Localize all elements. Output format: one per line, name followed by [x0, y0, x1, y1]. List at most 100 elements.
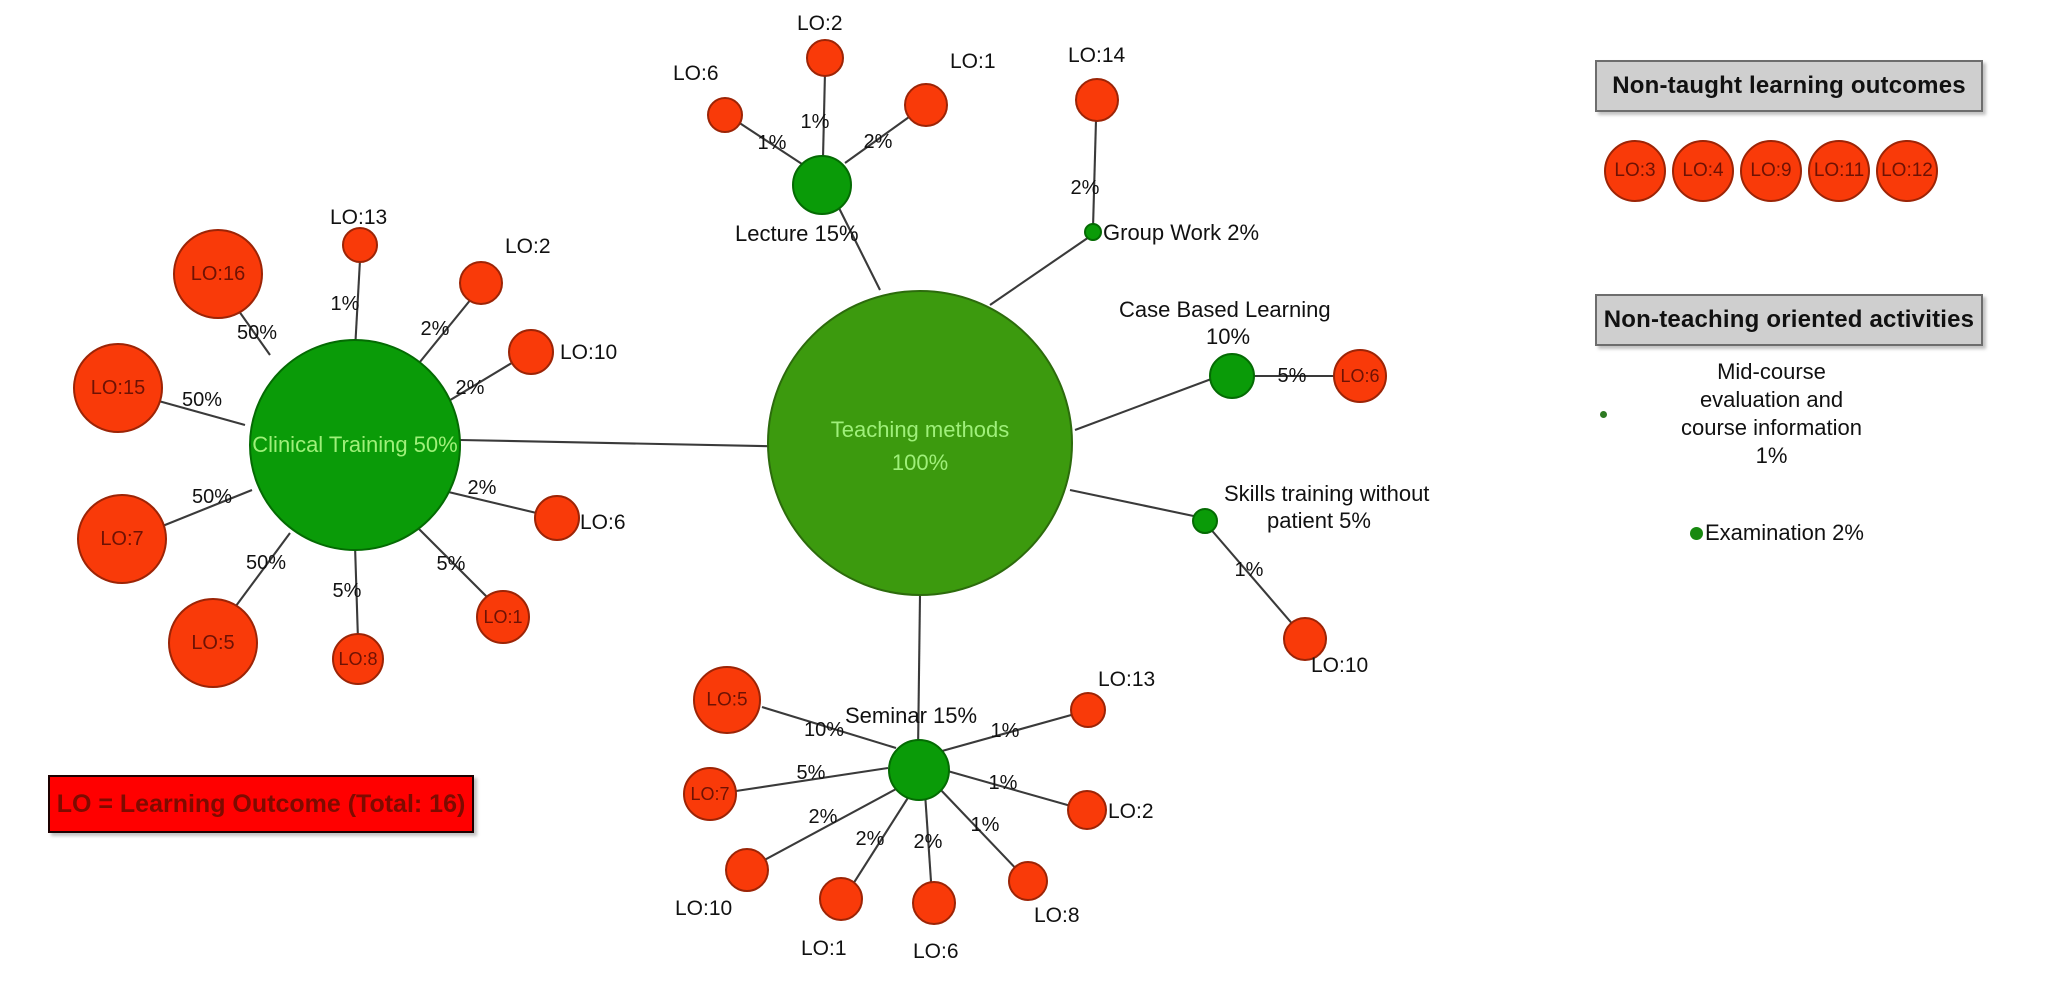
- label-clinical-lo10: LO:10: [560, 341, 617, 364]
- pct-lecture-lo2: 1%: [801, 111, 830, 133]
- lo16-circle[interactable]: [173, 229, 263, 319]
- skills-training-circle[interactable]: [1192, 508, 1218, 534]
- skills-edges: [1207, 525, 1296, 628]
- legend-mid-course-item[interactable]: Mid-course evaluation and course informa…: [1600, 358, 1930, 471]
- leaf-seminar-lo8[interactable]: [1008, 861, 1048, 901]
- seminar-lo13-circle[interactable]: [1070, 692, 1106, 728]
- leaf-clinical-lo8[interactable]: LO:8: [332, 633, 384, 685]
- pct-clinical-lo15: 50%: [182, 389, 222, 411]
- node-case-based-learning[interactable]: Case Based Learning 10%: [1119, 297, 1331, 399]
- leaf-clinical-lo10[interactable]: [508, 329, 554, 375]
- lecture-lo2-circle[interactable]: [806, 39, 844, 77]
- seminar-lo8-circle[interactable]: [1008, 861, 1048, 901]
- pct-seminar-lo13: 1%: [991, 720, 1020, 742]
- tiny-green-dot-icon: [1600, 410, 1607, 418]
- edge-clinical-lo7: [159, 489, 253, 528]
- pct-clinical-lo7: 50%: [192, 486, 232, 508]
- leaf-clinical-lo7[interactable]: LO:7: [77, 494, 167, 584]
- clinical-leaves: LO:16 LO:15 LO:7 LO:5: [73, 227, 580, 688]
- legend-lo-3[interactable]: LO:3: [1604, 140, 1666, 202]
- lo10-circle[interactable]: [508, 329, 554, 375]
- leaf-clinical-lo16[interactable]: LO:16: [173, 229, 263, 319]
- edge-seminar-lo8: [937, 786, 1023, 876]
- lecture-lo6-circle[interactable]: [707, 97, 743, 133]
- seminar-lo10-circle[interactable]: [725, 848, 769, 892]
- leaf-seminar-lo10[interactable]: [725, 848, 769, 892]
- legend-lo-11[interactable]: LO:11: [1808, 140, 1870, 202]
- seminar-lo7-circle[interactable]: [683, 767, 737, 821]
- lo-definition-key-box: LO = Learning Outcome (Total: 16): [48, 775, 474, 833]
- leaf-skills-lo10[interactable]: [1283, 617, 1327, 661]
- label-clinical-lo13: LO:13: [330, 206, 387, 229]
- groupwork-edges: [1091, 119, 1098, 229]
- pct-clinical-lo8: 5%: [333, 580, 362, 602]
- leaf-seminar-lo7[interactable]: LO:7: [683, 767, 737, 821]
- seminar-lo2-circle[interactable]: [1067, 790, 1107, 830]
- node-teaching-methods[interactable]: Teaching methods 100%: [767, 290, 1073, 596]
- group-work-circle[interactable]: [1084, 223, 1102, 241]
- casebased-lo6-circle[interactable]: [1333, 349, 1387, 403]
- clinical-training-circle[interactable]: [249, 339, 461, 551]
- pct-seminar-lo5: 10%: [804, 719, 844, 741]
- node-seminar[interactable]: Seminar 15%: [845, 703, 977, 801]
- leaf-lecture-lo6[interactable]: [707, 97, 743, 133]
- seminar-lo1-circle[interactable]: [819, 877, 863, 921]
- skills-leaves: LO:10 1%: [1235, 559, 1369, 677]
- seminar-lo5-circle[interactable]: [693, 666, 761, 734]
- leaf-clinical-lo5[interactable]: LO:5: [168, 598, 258, 688]
- skills-lo10-circle[interactable]: [1283, 617, 1327, 661]
- leaf-lecture-lo2[interactable]: [806, 39, 844, 77]
- label-skills-lo10: LO:10: [1311, 654, 1368, 677]
- lo6-circle[interactable]: [534, 495, 580, 541]
- leaf-seminar-lo13[interactable]: [1070, 692, 1106, 728]
- legend-lo-12[interactable]: LO:12: [1876, 140, 1938, 202]
- seminar-circle[interactable]: [888, 739, 950, 801]
- edge-clinical-lo1: [414, 524, 495, 605]
- node-lecture[interactable]: Lecture 15%: [735, 155, 859, 246]
- edge-seminar-lo10: [756, 787, 899, 865]
- leaf-clinical-lo13[interactable]: [342, 227, 378, 263]
- leaf-clinical-lo15[interactable]: LO:15: [73, 343, 163, 433]
- edge-center-clinical: [459, 438, 811, 449]
- lo1-label: LO:1: [483, 607, 522, 627]
- leaf-seminar-lo5[interactable]: LO:5: [693, 666, 761, 734]
- label-lecture-lo6: LO:6: [673, 62, 719, 85]
- leaf-clinical-lo6[interactable]: [534, 495, 580, 541]
- legend-non-teaching-title: Non-teaching oriented activities: [1603, 306, 1975, 333]
- lo15-circle[interactable]: [73, 343, 163, 433]
- lo2-circle[interactable]: [459, 261, 503, 305]
- lo1-circle[interactable]: [476, 590, 530, 644]
- leaf-seminar-lo2[interactable]: [1067, 790, 1107, 830]
- legend-examination-item[interactable]: Examination 2%: [1690, 520, 1864, 546]
- leaf-clinical-lo1[interactable]: LO:1: [476, 590, 530, 644]
- teaching-methods-circle[interactable]: [767, 290, 1073, 596]
- legend-lo-9[interactable]: LO:9: [1740, 140, 1802, 202]
- lecture-circle[interactable]: [792, 155, 852, 215]
- leaf-lecture-lo1[interactable]: [904, 83, 948, 127]
- node-skills-training[interactable]: Skills training without patient 5%: [1192, 481, 1429, 534]
- leaf-casebased-lo6[interactable]: LO:6: [1333, 349, 1387, 403]
- legend-lo-4[interactable]: LO:4: [1672, 140, 1734, 202]
- legend-non-taught-box: Non-taught learning outcomes: [1595, 60, 1983, 112]
- lo8-circle[interactable]: [332, 633, 384, 685]
- lo5-circle[interactable]: [168, 598, 258, 688]
- leaf-groupwork-lo14[interactable]: [1075, 78, 1119, 122]
- leaf-clinical-lo2[interactable]: [459, 261, 503, 305]
- edge-clinical-lo15: [154, 398, 246, 427]
- groupwork-lo14-circle[interactable]: [1075, 78, 1119, 122]
- case-based-learning-label-line2: 10%: [1206, 324, 1250, 349]
- node-clinical-training[interactable]: Clinical Training 50%: [249, 339, 461, 551]
- clinical-edges: [154, 259, 546, 641]
- case-based-learning-circle[interactable]: [1209, 353, 1255, 399]
- edge-seminar-lo6: [923, 792, 934, 897]
- label-lecture-lo1: LO:1: [950, 50, 996, 73]
- lo7-circle[interactable]: [77, 494, 167, 584]
- edge-seminar-lo5: [761, 705, 897, 750]
- lecture-lo1-circle[interactable]: [904, 83, 948, 127]
- pct-skills-lo10: 1%: [1235, 559, 1264, 581]
- lo13-circle[interactable]: [342, 227, 378, 263]
- leaf-seminar-lo6[interactable]: [912, 881, 956, 925]
- seminar-lo6-circle[interactable]: [912, 881, 956, 925]
- node-group-work[interactable]: Group Work 2%: [1084, 220, 1259, 245]
- leaf-seminar-lo1[interactable]: [819, 877, 863, 921]
